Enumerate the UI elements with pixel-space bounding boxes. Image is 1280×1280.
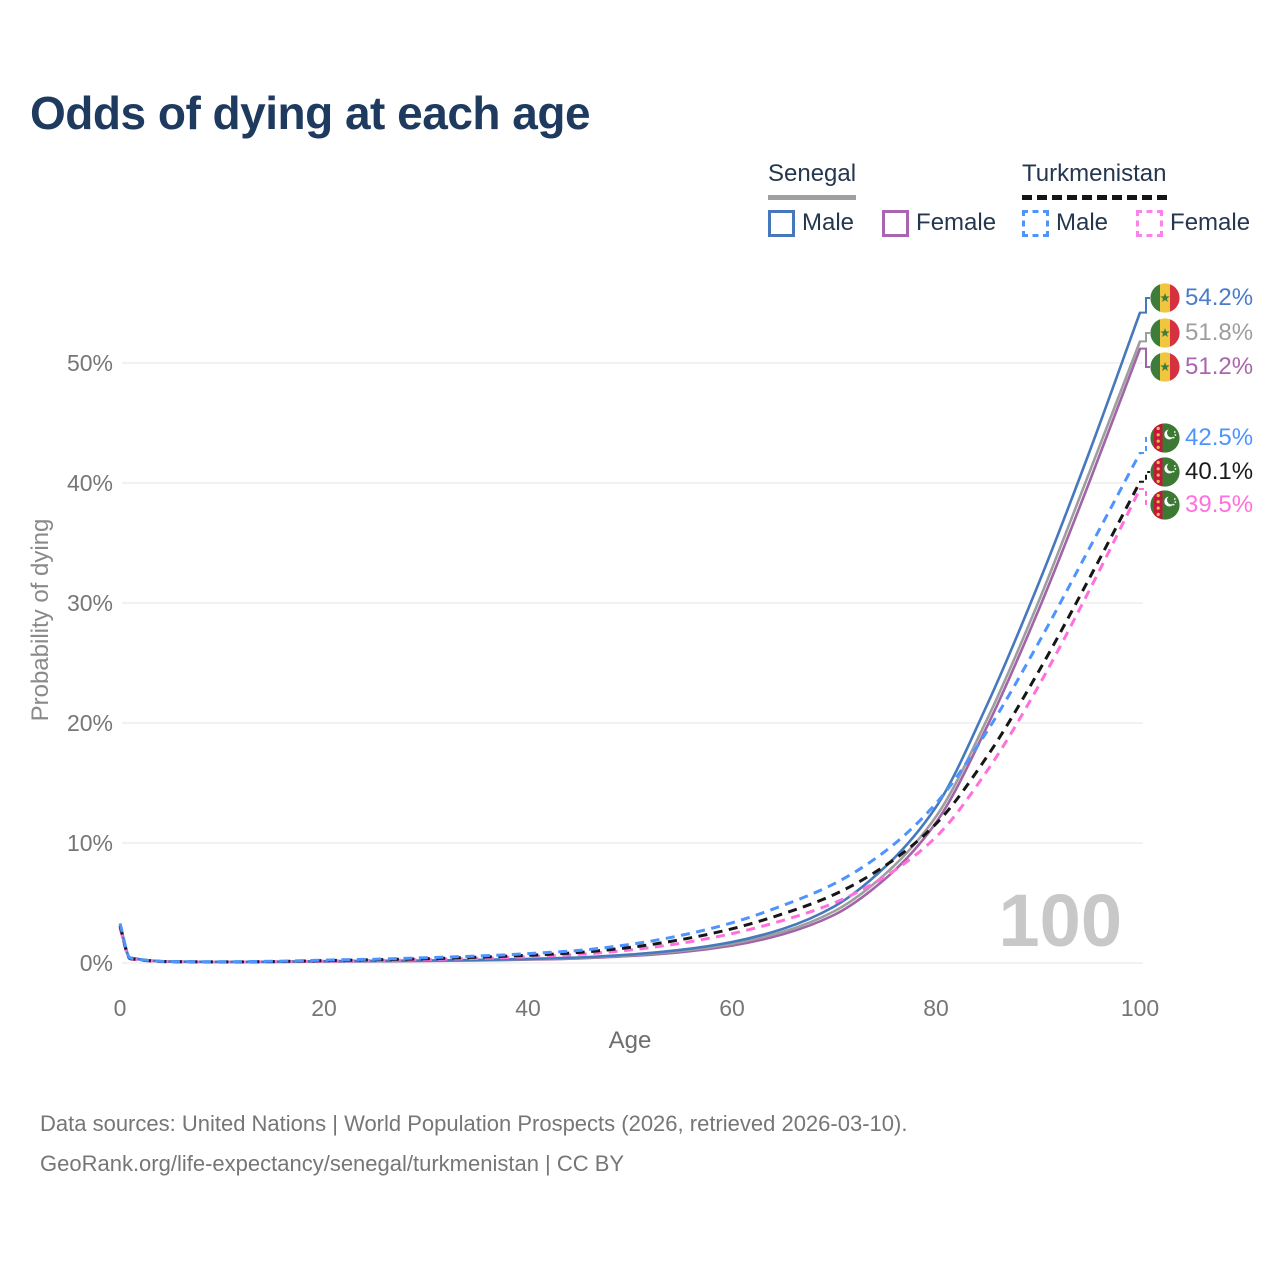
series-line-senegal-all — [118, 340, 1142, 964]
footer-line2: GeoRank.org/life-expectancy/senegal/turk… — [40, 1151, 625, 1176]
y-tick-label: 20% — [67, 710, 113, 736]
age-watermark: 100 — [999, 879, 1122, 962]
turkmenistan-flag-icon — [1150, 490, 1180, 520]
end-label-senegal-all: 51.8% — [1150, 317, 1253, 349]
legend-label: Female — [1170, 209, 1251, 236]
legend-country-senegal: Senegal — [768, 160, 857, 200]
legend-group-turkmenistan: Turkmenistan Male Female — [1022, 160, 1270, 237]
end-label-turkmenistan-male: 42.5% — [1150, 422, 1253, 454]
y-tick-label: 50% — [67, 350, 113, 376]
senegal-male-swatch-icon — [768, 209, 795, 237]
end-label-senegal-male: 54.2% — [1150, 282, 1253, 314]
series-line-senegal-female — [118, 348, 1142, 964]
end-value: 39.5% — [1185, 491, 1254, 518]
end-label-connector — [1139, 332, 1150, 343]
x-tick-label: 80 — [923, 995, 949, 1021]
y-tick-label: 40% — [67, 470, 113, 496]
data-sources-footer: Data sources: United Nations | World Pop… — [40, 1104, 907, 1184]
senegal-female-swatch-icon — [882, 209, 910, 237]
end-label-connector — [1139, 347, 1150, 368]
y-axis-title: Probability of dying — [27, 519, 54, 722]
turkmenistan-male-swatch-icon — [1022, 209, 1049, 237]
turkmenistan-female-swatch-icon — [1136, 209, 1164, 237]
y-tick-label: 10% — [67, 830, 113, 856]
end-label-connector — [1139, 471, 1150, 483]
senegal-flag-icon — [1150, 352, 1180, 382]
turkmenistan-flag-icon — [1150, 457, 1180, 487]
end-value: 42.5% — [1185, 424, 1254, 451]
end-label-connector — [1139, 437, 1150, 454]
y-tick-label: 30% — [67, 590, 113, 616]
legend-item-turkmenistan-female[interactable]: Female — [1136, 209, 1250, 237]
legend-country-turkmenistan: Turkmenistan — [1022, 160, 1167, 200]
x-tick-label: 60 — [719, 995, 745, 1021]
series-line-turkmenistan-male — [118, 452, 1142, 964]
end-label-turkmenistan-female: 39.5% — [1150, 489, 1253, 521]
senegal-flag-icon — [1150, 283, 1180, 313]
legend-item-turkmenistan-male[interactable]: Male — [1022, 209, 1108, 237]
senegal-flag-icon — [1150, 318, 1180, 348]
turkmenistan-flag-icon — [1150, 423, 1180, 453]
legend-group-senegal: Senegal Male Female — [768, 160, 1016, 237]
end-value: 51.8% — [1185, 319, 1254, 346]
page-title: Odds of dying at each age — [30, 87, 591, 139]
end-value: 54.2% — [1185, 284, 1254, 311]
end-value: 40.1% — [1185, 458, 1254, 485]
legend-label: Female — [916, 209, 997, 236]
end-label-connector — [1139, 488, 1150, 506]
x-tick-label: 100 — [1121, 995, 1159, 1021]
end-label-connector — [1139, 297, 1150, 314]
legend-item-senegal-male[interactable]: Male — [768, 209, 854, 237]
series-line-turkmenistan-all — [118, 481, 1142, 964]
footer-line1: Data sources: United Nations | World Pop… — [40, 1111, 908, 1136]
y-tick-label: 0% — [80, 950, 113, 976]
legend-label: Male — [1056, 209, 1109, 236]
legend-label: Male — [802, 209, 855, 236]
end-label-senegal-female: 51.2% — [1150, 351, 1253, 383]
end-value: 51.2% — [1185, 353, 1254, 380]
x-tick-label: 0 — [114, 995, 127, 1021]
series-line-senegal-male — [118, 312, 1142, 964]
x-axis-title: Age — [609, 1027, 652, 1054]
legend-item-senegal-female[interactable]: Female — [882, 209, 996, 237]
x-tick-label: 40 — [515, 995, 541, 1021]
end-label-turkmenistan-all: 40.1% — [1150, 456, 1253, 488]
x-tick-label: 20 — [311, 995, 337, 1021]
